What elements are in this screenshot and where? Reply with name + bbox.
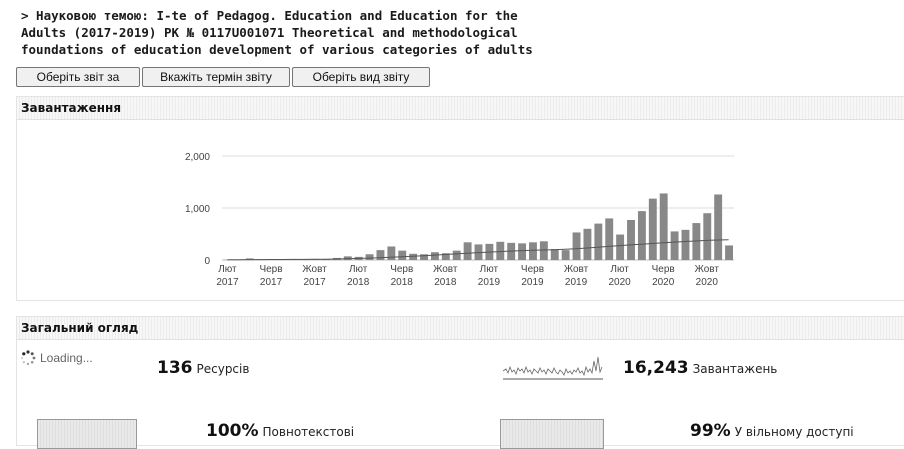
x-tick-month: Жовт: [695, 264, 720, 275]
x-tick-month: Лют: [218, 264, 237, 275]
downloads-chart: 0 1,000 2,000 Лют 2017 Черв 2017 Жовт 2017 Лют 201…: [17, 120, 904, 302]
x-tick-year: 2018: [347, 277, 370, 288]
x-tick-month: Лют: [349, 264, 368, 275]
overview-panel-header: Загальний огляд: [17, 317, 904, 340]
x-tick-year: 2018: [434, 277, 457, 288]
fulltext-percent: 100%: [206, 421, 259, 441]
fulltext-label: Повнотекстові: [263, 425, 355, 439]
bar: [714, 194, 722, 260]
downloads-count: 16,243: [623, 358, 689, 378]
bar: [671, 231, 679, 260]
bar: [649, 199, 657, 260]
fulltext-stat: 100% Повнотекстові: [206, 421, 354, 441]
fulltext-bar: [37, 419, 137, 449]
spinner-icon: [20, 350, 36, 366]
open-access-stat: 99% У вільному доступі: [690, 421, 854, 441]
x-tick-year: 2017: [260, 277, 283, 288]
x-tick-year: 2017: [303, 277, 326, 288]
open-access-bar: [500, 419, 604, 449]
resources-label: Ресурсів: [197, 362, 250, 376]
bar: [573, 232, 581, 260]
x-tick-year: 2019: [478, 277, 501, 288]
downloads-label: Завантажень: [693, 362, 778, 376]
page-title: > Науковою темою: I-te of Pedagog. Educa…: [21, 7, 621, 58]
report-type-button[interactable]: Оберіть вид звіту: [292, 67, 430, 87]
downloads-stat: 16,243 Завантажень: [623, 358, 777, 378]
bar: [682, 230, 690, 260]
y-tick-label: 2,000: [185, 152, 210, 163]
loading-text: Loading...: [40, 351, 93, 365]
bar: [387, 246, 395, 260]
report-term-button[interactable]: Вкажіть термін звіту: [142, 67, 290, 87]
x-tick-month: Жовт: [302, 264, 327, 275]
downloads-sparkline: [503, 355, 603, 381]
x-tick-month: Жовт: [433, 264, 458, 275]
resources-stat: 136 Ресурсів: [157, 358, 249, 378]
bar: [594, 224, 602, 260]
x-tick-month: Лют: [480, 264, 499, 275]
downloads-panel-header: Завантаження: [17, 97, 904, 120]
bar: [529, 242, 537, 260]
bar: [431, 252, 439, 260]
x-tick-year: 2020: [652, 277, 675, 288]
bar: [377, 250, 385, 260]
x-tick-month: Черв: [652, 264, 675, 275]
downloads-panel: Завантаження 0 1,000 2,000 Лют 2017 Черв 2017 Ж…: [16, 96, 904, 301]
bar: [638, 211, 646, 260]
bar: [583, 229, 591, 260]
bar: [616, 235, 624, 260]
x-tick-month: Черв: [390, 264, 413, 275]
bar: [605, 218, 613, 260]
open-access-percent: 99%: [690, 421, 731, 441]
resources-count: 136: [157, 358, 193, 378]
bar: [344, 256, 352, 260]
report-for-button[interactable]: Оберіть звіт за: [16, 67, 140, 87]
bar: [518, 243, 526, 260]
x-tick-month: Жовт: [564, 264, 589, 275]
bar: [725, 245, 733, 260]
bar: [551, 249, 559, 260]
report-controls: Оберіть звіт за Вкажіть термін звіту Обе…: [16, 67, 432, 87]
x-tick-year: 2020: [696, 277, 719, 288]
bar: [496, 242, 504, 260]
open-access-label: У вільному доступі: [735, 425, 854, 439]
loading-indicator: Loading...: [20, 350, 93, 366]
bar: [660, 193, 668, 260]
title-line: > Науковою темою: I-te of Pedagog. Educa…: [21, 7, 621, 24]
x-tick-month: Черв: [521, 264, 544, 275]
x-tick-month: Черв: [259, 264, 282, 275]
title-line: Adults (2017-2019) РК № 0117U001071 Theo…: [21, 24, 621, 41]
bar: [453, 251, 461, 260]
x-tick-year: 2020: [608, 277, 631, 288]
title-line: foundations of education development of …: [21, 41, 621, 58]
x-tick-month: Лют: [610, 264, 629, 275]
x-tick-year: 2017: [216, 277, 239, 288]
bar: [540, 241, 548, 260]
x-tick-year: 2019: [521, 277, 544, 288]
x-tick-year: 2019: [565, 277, 588, 288]
bar: [366, 254, 374, 260]
bar: [703, 213, 711, 260]
y-tick-label: 1,000: [185, 204, 210, 215]
y-tick-label: 0: [204, 256, 210, 267]
bar: [562, 250, 570, 260]
bar: [398, 251, 406, 260]
bar: [464, 242, 472, 260]
bar: [627, 220, 635, 260]
x-tick-year: 2018: [391, 277, 414, 288]
